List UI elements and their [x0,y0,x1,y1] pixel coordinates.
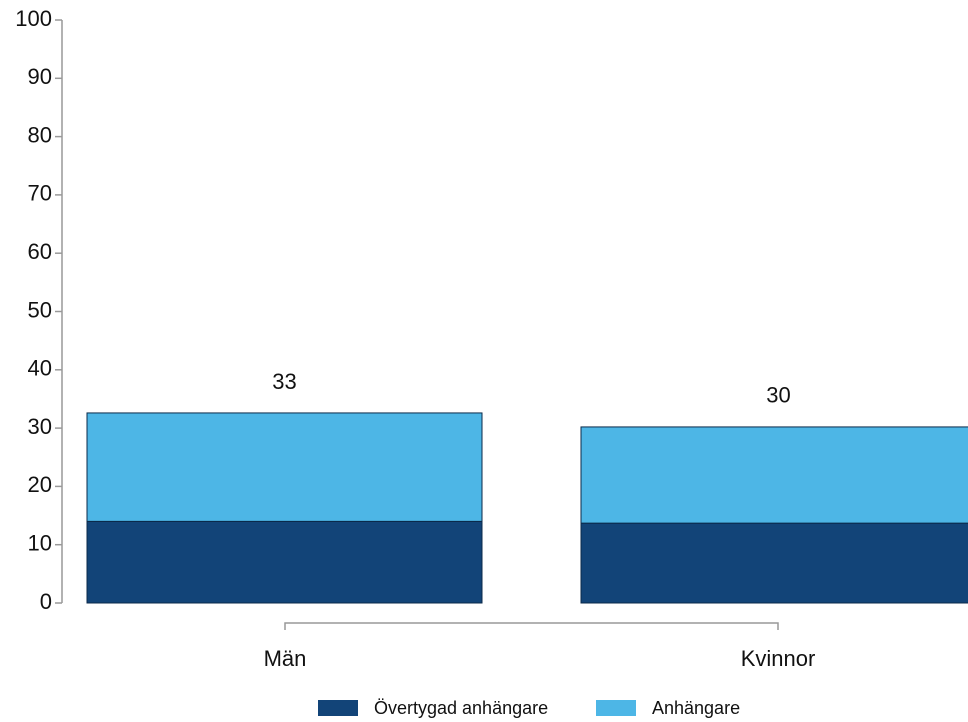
y-tick-label: 100 [15,6,52,31]
y-tick-label: 30 [28,414,52,439]
y-tick-label: 40 [28,356,52,381]
y-tick-label: 10 [28,531,52,556]
bar-segment [86,520,483,604]
y-tick-label: 70 [28,181,52,206]
bar-segment [86,412,483,522]
x-tick-label: Kvinnor [741,646,816,671]
category-bracket [284,622,779,630]
y-tick-label: 90 [28,64,52,89]
legend-label: Anhängare [652,698,740,718]
bar-segment [580,426,968,524]
total-label: 33 [272,369,296,394]
y-tick-label: 60 [28,239,52,264]
x-tick-label: Män [264,646,307,671]
y-tick-label: 0 [40,589,52,614]
y-tick-label: 80 [28,122,52,147]
legend-swatch [318,700,358,716]
y-tick-label: 50 [28,297,52,322]
total-label: 30 [766,383,790,408]
bar-segment [580,522,968,604]
legend-label: Övertygad anhängare [374,698,548,718]
legend-swatch [596,700,636,716]
y-tick-label: 20 [28,472,52,497]
